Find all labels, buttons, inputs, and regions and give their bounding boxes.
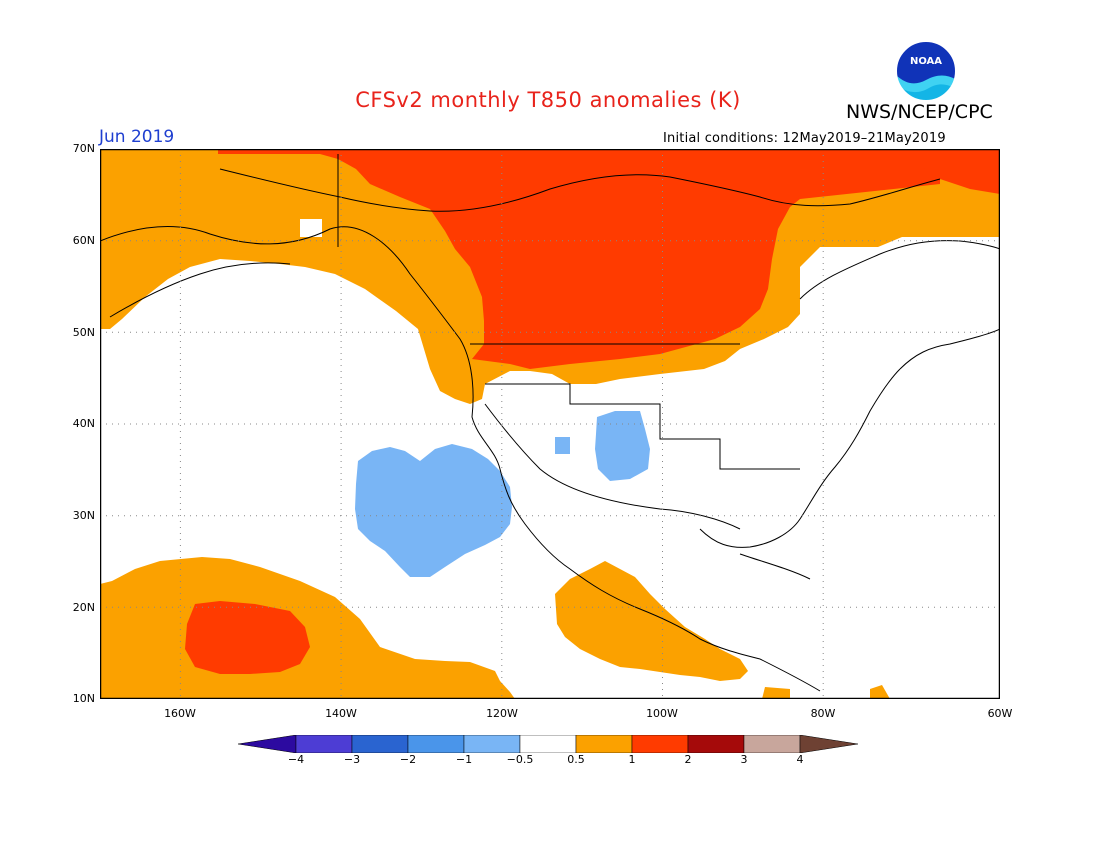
anomaly-map: [100, 149, 1000, 699]
colorbar-segment: [519, 735, 577, 753]
lon-label-120w: 120W: [486, 707, 518, 720]
lat-label-20: 20N: [72, 601, 95, 614]
colorbar-segment: [575, 735, 633, 753]
colorbar-segment: [295, 735, 353, 753]
colorbar-label: −4: [287, 753, 305, 766]
lat-label-70: 70N: [72, 142, 95, 155]
anomaly-cool: [355, 411, 650, 577]
lat-label-60: 60N: [72, 234, 95, 247]
colorbar-label: 4: [796, 753, 804, 766]
lat-label-50: 50N: [72, 326, 95, 339]
logo-text: NOAA: [910, 56, 942, 67]
noaa-logo-icon: NOAA: [895, 40, 957, 102]
lat-label-40: 40N: [72, 417, 95, 430]
colorbar-label: 1: [628, 753, 636, 766]
lon-label-60w: 60W: [987, 707, 1013, 720]
initial-conditions: Initial conditions: 12May2019–21May2019: [663, 131, 946, 146]
anomaly-warm-strong: [185, 149, 1000, 674]
graticule: [100, 149, 1000, 699]
colorbar-label: −1: [455, 753, 473, 766]
colorbar-label: −3: [343, 753, 361, 766]
colorbar-segment: [407, 735, 465, 753]
colorbar-segment: [351, 735, 409, 753]
colorbar-segment: [463, 735, 521, 753]
lon-label-80w: 80W: [810, 707, 836, 720]
lon-label-160w: 160W: [164, 707, 196, 720]
lon-label-100w: 100W: [646, 707, 678, 720]
colorbar-label: −0.5: [506, 753, 534, 766]
colorbar-segment: [631, 735, 689, 753]
colorbar-end-low: [238, 735, 297, 753]
forecast-period: Jun 2019: [99, 127, 175, 147]
colorbar-segment: [743, 735, 801, 753]
lon-label-140w: 140W: [325, 707, 357, 720]
lat-label-30: 30N: [72, 509, 95, 522]
colorbar: [238, 735, 859, 753]
colorbar-label: 3: [740, 753, 748, 766]
map-frame: [100, 149, 1000, 699]
colorbar-label: 2: [684, 753, 692, 766]
colorbar-segment: [687, 735, 745, 753]
colorbar-label: −2: [399, 753, 417, 766]
colorbar-label: 0.5: [567, 753, 585, 766]
colorbar-end-high: [799, 735, 859, 753]
agency-label: NWS/NCEP/CPC: [846, 101, 993, 123]
map-title: CFSv2 monthly T850 anomalies (K): [355, 88, 741, 112]
lat-label-10: 10N: [72, 692, 95, 705]
